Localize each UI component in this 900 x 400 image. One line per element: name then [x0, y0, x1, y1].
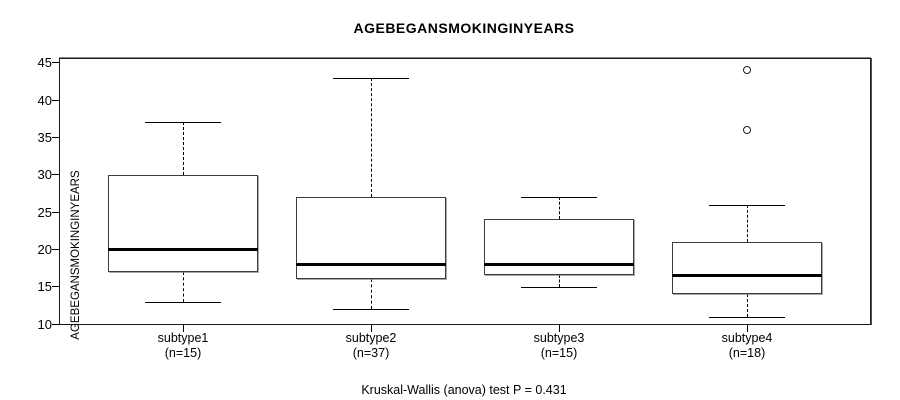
box-iqr: [484, 219, 634, 276]
group-name: subtype3: [533, 331, 585, 345]
median-line: [484, 262, 634, 266]
group-sample-size: (n=37): [352, 346, 390, 360]
x-axis-tick: [559, 325, 560, 332]
upper-whisker-cap: [521, 197, 597, 199]
x-axis-group-label: subtype3 (n=15): [499, 331, 619, 361]
box-iqr: [672, 241, 822, 295]
y-axis-tick-label: 15: [37, 279, 52, 295]
median-line: [672, 273, 822, 277]
y-axis-tick: [52, 136, 59, 138]
y-axis-tick: [52, 62, 59, 64]
y-axis-tick: [52, 248, 59, 250]
x-axis-tick: [371, 325, 372, 332]
lower-whisker-line: [559, 275, 560, 287]
y-axis-tick: [52, 174, 59, 176]
group-name: subtype2: [345, 331, 397, 345]
lower-whisker-line: [371, 279, 372, 310]
upper-whisker-cap: [709, 204, 785, 206]
y-axis-tick-label: 45: [37, 55, 52, 71]
y-axis-tick-label: 35: [37, 129, 52, 145]
y-axis-tick-label: 30: [37, 167, 52, 183]
y-axis-tick: [52, 323, 59, 325]
x-axis-tick: [183, 325, 184, 332]
group-sample-size: (n=15): [540, 346, 578, 360]
stat-test-note: Kruskal-Wallis (anova) test P = 0.431: [361, 383, 567, 397]
lower-whisker-cap: [709, 316, 785, 318]
x-axis-group-label: subtype4 (n=18): [687, 331, 807, 361]
x-axis-group-label: subtype1 (n=15): [123, 331, 243, 361]
upper-whisker-line: [747, 204, 748, 242]
upper-whisker-line: [559, 197, 560, 220]
chart-title: AGEBEGANSMOKINGINYEARS: [353, 20, 575, 36]
lower-whisker-line: [747, 294, 748, 317]
box-iqr: [296, 197, 446, 280]
upper-whisker-line: [371, 77, 372, 198]
lower-whisker-cap: [333, 309, 409, 311]
upper-whisker-line: [183, 122, 184, 175]
group-sample-size: (n=15): [164, 346, 202, 360]
y-axis-title: AGEBEGANSMOKINGINYEARS: [70, 170, 82, 340]
y-axis-tick-label: 40: [37, 92, 52, 108]
y-axis-tick: [52, 286, 59, 288]
upper-whisker-cap: [333, 77, 409, 79]
lower-whisker-cap: [521, 286, 597, 288]
y-axis-tick: [52, 99, 59, 101]
group-sample-size: (n=18): [728, 346, 766, 360]
median-line: [296, 262, 446, 266]
x-axis-group-label: subtype2 (n=37): [311, 331, 431, 361]
group-name: subtype4: [721, 331, 773, 345]
x-axis-tick: [747, 325, 748, 332]
group-name: subtype1: [157, 331, 209, 345]
outlier-point: [743, 66, 751, 75]
y-axis-tick-label: 20: [37, 241, 52, 257]
upper-whisker-cap: [145, 122, 221, 124]
lower-whisker-line: [183, 271, 184, 302]
y-axis-tick-label: 10: [37, 316, 52, 332]
y-axis-tick-label: 25: [37, 204, 52, 220]
lower-whisker-cap: [145, 301, 221, 303]
y-axis-tick: [52, 211, 59, 213]
median-line: [108, 247, 258, 251]
outlier-point: [743, 125, 751, 134]
box-iqr: [108, 174, 258, 272]
plot-area: AGEBEGANSMOKINGINYEARS 10 15 20 25 30 35 40 45 s…: [38, 56, 871, 360]
